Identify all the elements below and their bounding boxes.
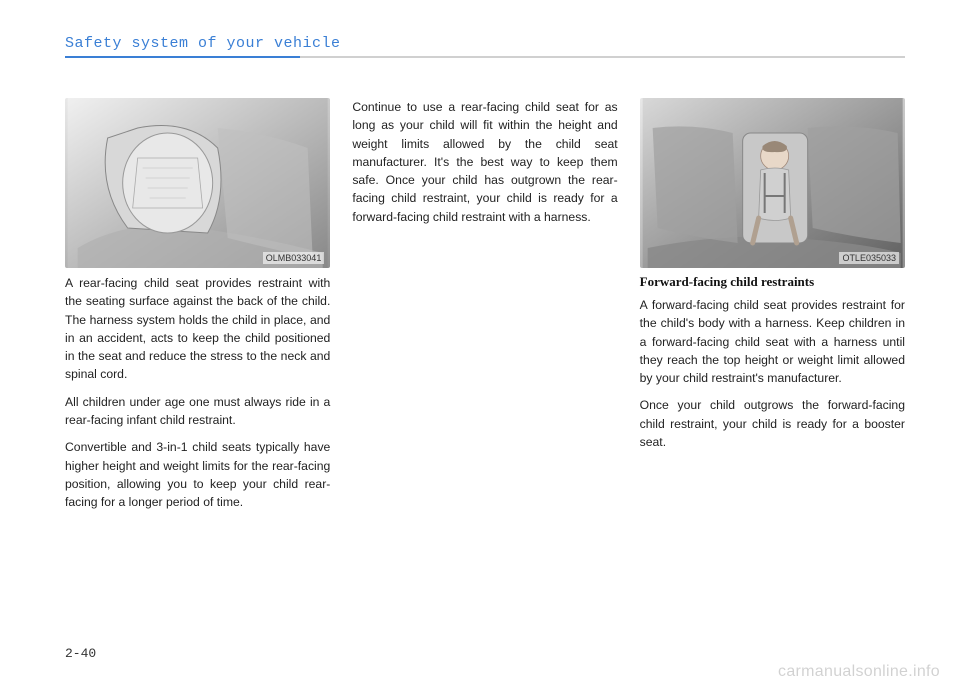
col1-paragraph-2: All children under age one must always r…	[65, 393, 330, 430]
col3-paragraph-1: A forward-facing child seat provides res…	[640, 296, 905, 387]
col3-subheading: Forward-facing child restraints	[640, 274, 905, 290]
col1-paragraph-1: A rear-facing child seat provides restra…	[65, 274, 330, 384]
section-header: Safety system of your vehicle	[65, 35, 905, 52]
forward-facing-seat-illustration	[640, 98, 905, 268]
column-1: OLMB033041 A rear-facing child seat prov…	[65, 98, 330, 521]
column-2: Continue to use a rear-facing child seat…	[352, 98, 617, 521]
figure-forward-facing-seat: OTLE035033	[640, 98, 905, 268]
header-divider	[65, 56, 905, 58]
three-column-layout: OLMB033041 A rear-facing child seat prov…	[65, 98, 905, 521]
figure-label-1: OLMB033041	[263, 252, 325, 264]
rear-facing-seat-illustration	[65, 98, 330, 268]
watermark-text: carmanualsonline.info	[778, 663, 940, 681]
manual-page: Safety system of your vehicle	[0, 0, 960, 689]
col3-paragraph-2: Once your child outgrows the forward-fac…	[640, 396, 905, 451]
column-3: OTLE035033 Forward-facing child restrain…	[640, 98, 905, 521]
page-number: 2-40	[65, 646, 96, 661]
figure-rear-facing-seat: OLMB033041	[65, 98, 330, 268]
col1-paragraph-3: Convertible and 3-in-1 child seats typ­i…	[65, 438, 330, 511]
col2-paragraph-1: Continue to use a rear-facing child seat…	[352, 98, 617, 226]
figure-label-2: OTLE035033	[839, 252, 899, 264]
